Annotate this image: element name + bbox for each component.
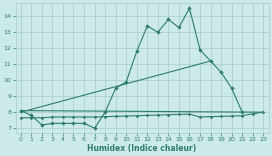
X-axis label: Humidex (Indice chaleur): Humidex (Indice chaleur) — [87, 144, 197, 153]
